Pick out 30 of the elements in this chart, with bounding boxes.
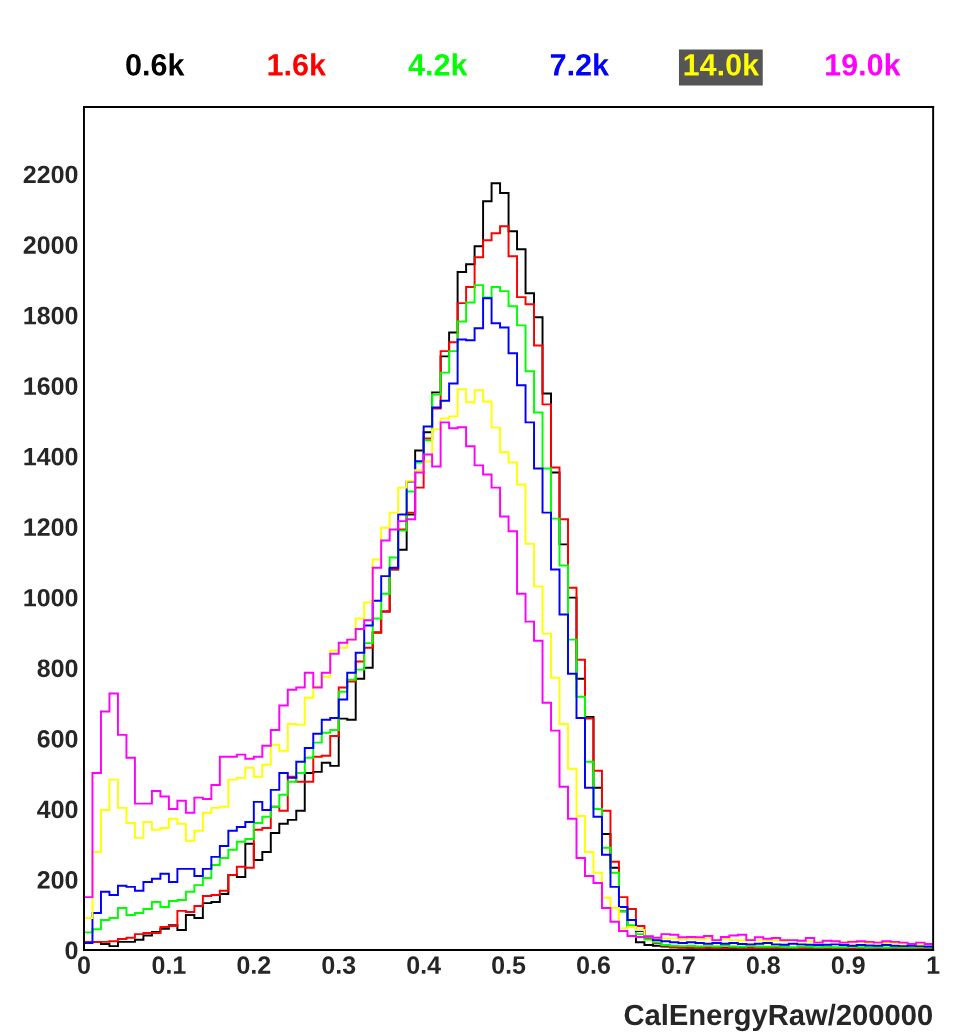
x-tick-label: 0.8 (746, 956, 780, 974)
x-tick-label: 1 (927, 956, 940, 974)
y-tick-label: 2000 (23, 236, 78, 254)
y-tick-label: 400 (37, 800, 78, 819)
text: 7.2k (550, 53, 610, 76)
y-tick-label: 1400 (24, 447, 78, 466)
y-tick-label: 200 (37, 871, 78, 889)
y-tick-label: 1200 (24, 518, 78, 537)
text: 4.2k (408, 53, 468, 76)
x-tick-label: 0.9 (831, 956, 865, 974)
x-tick-label: 0.7 (662, 956, 695, 974)
text: 0.6k (126, 53, 185, 76)
y-tick-label: 600 (37, 729, 78, 748)
y-tick-label: 800 (37, 659, 78, 678)
x-tick-label: 0.3 (322, 956, 356, 974)
y-tick-label: 1000 (24, 588, 78, 607)
x-tick-label: 0.5 (492, 956, 526, 974)
text: 14.0k (684, 53, 760, 76)
y-tick-label: 1600 (24, 377, 78, 395)
x-axis-title: CalEnergyRaw/200000 (624, 1003, 932, 1032)
x-tick-label: 0 (78, 956, 90, 974)
y-tick-label: 2200 (23, 165, 78, 184)
x-tick-label: 0.6 (577, 956, 610, 974)
text: 19.0k (826, 53, 901, 76)
x-tick-label: 0.1 (152, 956, 186, 974)
text: 1.6k (268, 53, 327, 76)
y-tick-label: 1800 (24, 306, 78, 325)
x-tick-label: 0.4 (407, 956, 441, 974)
y-tick-label: 0 (65, 941, 78, 960)
x-tick-label: 0.2 (237, 956, 271, 974)
